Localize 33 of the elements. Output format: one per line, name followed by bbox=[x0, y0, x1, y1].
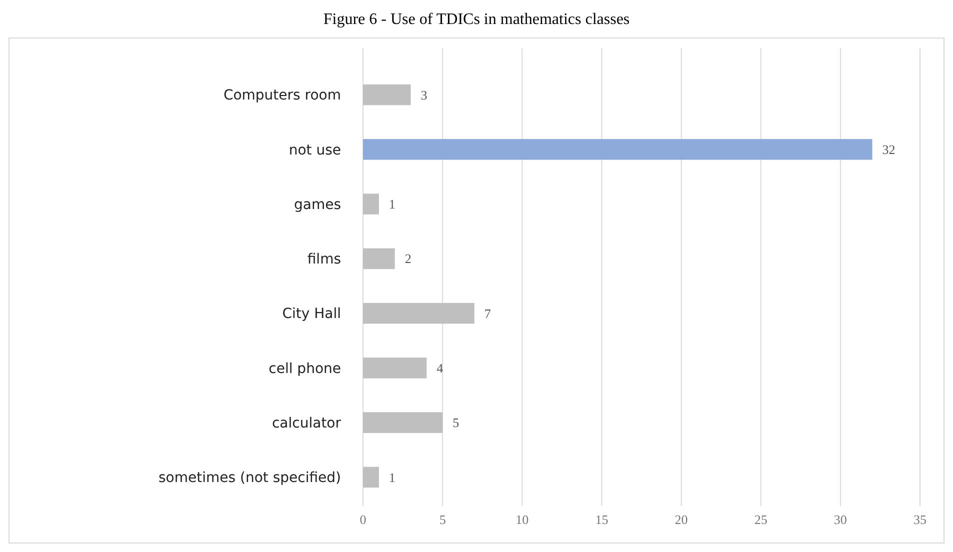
bar bbox=[363, 412, 443, 433]
y-tick-label: films bbox=[307, 252, 341, 268]
x-tick-label: 35 bbox=[914, 512, 926, 527]
y-tick-label: Computers room bbox=[223, 88, 341, 104]
x-tick-label: 20 bbox=[674, 512, 688, 527]
data-label: 2 bbox=[404, 251, 412, 266]
x-tick-label: 0 bbox=[360, 512, 366, 527]
x-tick-label: 5 bbox=[439, 512, 446, 527]
bar bbox=[363, 248, 395, 270]
y-tick-label: cell phone bbox=[268, 360, 341, 377]
data-label: 1 bbox=[388, 470, 396, 485]
data-label: 4 bbox=[436, 360, 444, 376]
data-label: 1 bbox=[388, 196, 396, 212]
bar bbox=[363, 302, 474, 324]
bar bbox=[363, 194, 379, 214]
y-tick-label: not use bbox=[288, 142, 341, 158]
x-tick-label: 30 bbox=[834, 512, 847, 527]
data-label: 7 bbox=[484, 306, 492, 321]
data-label: 3 bbox=[420, 87, 428, 102]
x-tick-label: 25 bbox=[754, 512, 768, 527]
y-tick-label: games bbox=[294, 196, 341, 213]
bar bbox=[363, 139, 872, 160]
x-tick-label: 10 bbox=[516, 512, 529, 527]
y-tick-label: City Hall bbox=[282, 306, 341, 322]
x-tick-label: 15 bbox=[595, 512, 608, 527]
bar bbox=[363, 466, 379, 488]
bar bbox=[363, 84, 411, 106]
chart-title: Figure 6 - Use of TDICs in mathematics classes bbox=[323, 11, 630, 28]
data-label: 32 bbox=[882, 142, 896, 157]
bar bbox=[363, 358, 427, 378]
y-tick-label: sometimes (not specified) bbox=[158, 470, 341, 486]
data-label: 5 bbox=[452, 415, 460, 430]
y-tick-label: calculator bbox=[272, 415, 342, 432]
